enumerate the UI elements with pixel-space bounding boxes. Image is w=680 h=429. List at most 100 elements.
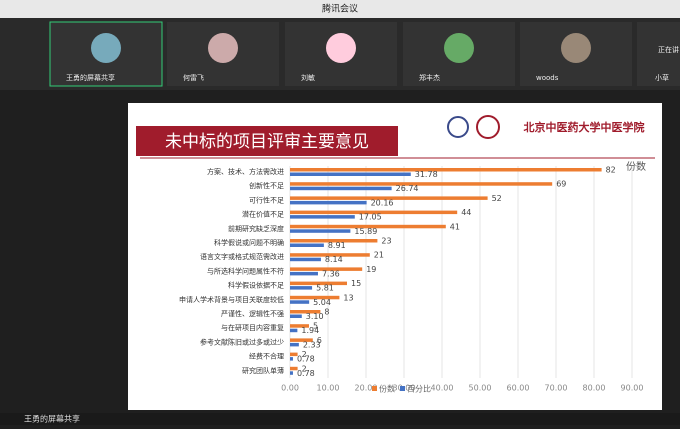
status-bar	[0, 413, 680, 425]
value-label: 26.74	[396, 184, 419, 193]
value-label: 8.91	[328, 241, 346, 250]
participant-name: 何雷飞	[183, 73, 204, 82]
x-tick-label: 20.00	[355, 384, 378, 393]
bar	[290, 224, 446, 229]
category-label: 科学假设依据不足	[228, 281, 284, 290]
value-label: 17.05	[359, 213, 382, 222]
bar	[290, 366, 298, 371]
value-label: 15	[351, 279, 361, 288]
bar	[290, 210, 458, 215]
value-label: 52	[492, 194, 502, 203]
value-label: 19	[366, 265, 376, 274]
avatar	[561, 33, 591, 63]
x-tick-label: 60.00	[507, 384, 530, 393]
value-label: 82	[606, 166, 616, 175]
bar	[290, 253, 370, 257]
category-label: 严谨性、逻辑性不强	[221, 309, 284, 318]
title-bar	[0, 0, 680, 18]
share-label: 王勇的屏幕共享	[24, 414, 80, 424]
bar	[290, 300, 310, 304]
value-label: 8	[324, 308, 329, 317]
value-label: 0.78	[297, 355, 315, 364]
value-label: 21	[374, 251, 384, 260]
bar	[290, 200, 367, 205]
participant-name: 郑丰杰	[419, 73, 440, 82]
bar	[290, 229, 351, 233]
value-label: 5	[313, 322, 318, 331]
category-label: 参考文献陈旧或过多或过少	[200, 337, 284, 346]
bar	[290, 338, 313, 342]
slide-title-box	[136, 126, 398, 156]
bar	[290, 215, 355, 219]
bar	[290, 286, 313, 290]
category-label: 申请人学术背景与项目关联度较低	[179, 295, 284, 304]
value-label: 5.04	[313, 298, 331, 307]
participant-name: 小草	[655, 73, 669, 82]
value-label: 0.78	[297, 369, 315, 378]
participant-name: woods	[536, 74, 559, 82]
bar	[290, 182, 553, 186]
bar	[290, 196, 488, 200]
bar	[290, 371, 293, 375]
value-label: 31.78	[415, 170, 438, 179]
bar	[290, 239, 378, 243]
value-label: 13	[343, 293, 353, 302]
logo	[447, 116, 469, 138]
value-label: 23	[381, 237, 391, 246]
value-label: 8.14	[325, 255, 343, 264]
value-label: 69	[556, 180, 566, 189]
value-label: 7.36	[322, 269, 340, 278]
avatar	[208, 33, 238, 63]
value-label: 15.89	[354, 227, 377, 236]
bar	[290, 310, 321, 314]
x-tick-label: 10.00	[317, 384, 340, 393]
participant-tile	[637, 22, 680, 86]
category-label: 与在研项目内容重复	[221, 323, 284, 332]
chart-annotation: 份数	[626, 160, 646, 173]
window-title: 腾讯会议	[322, 3, 358, 15]
value-label: 2.33	[303, 340, 321, 349]
slide-title: 未中标的项目评审主要意见	[165, 132, 369, 152]
participant-name: 刘敏	[301, 73, 315, 82]
x-tick-label: 80.00	[583, 384, 606, 393]
category-label: 与所选科学问题属性不符	[207, 266, 284, 275]
value-label: 20.16	[371, 198, 394, 207]
x-tick-label: 40.00	[431, 384, 454, 393]
category-label: 经费不合理	[249, 352, 284, 361]
x-tick-label: 50.00	[469, 384, 492, 393]
bar	[290, 186, 392, 191]
category-label: 方案、技术、方法需改进	[207, 167, 284, 176]
speaking-label: 正在讲	[658, 45, 679, 54]
bar	[290, 243, 324, 247]
value-label: 5.81	[316, 284, 334, 293]
bar	[290, 271, 318, 276]
bar	[290, 324, 309, 328]
value-label: 41	[450, 222, 460, 231]
bar	[290, 172, 411, 176]
legend-swatch	[400, 386, 405, 391]
category-label: 潜在价值不足	[242, 210, 284, 219]
value-label: 6	[317, 336, 322, 345]
bar	[290, 352, 298, 357]
bar	[290, 168, 602, 172]
x-tick-label: 90.00	[621, 384, 644, 393]
bar	[290, 328, 298, 333]
participant-name: 王勇的屏幕共享	[66, 73, 115, 82]
x-tick-label: 70.00	[545, 384, 568, 393]
category-label: 研究团队单薄	[242, 366, 284, 375]
legend-label: 百分比	[407, 384, 431, 394]
legend-label: 份数	[379, 384, 395, 394]
category-label: 科学假说或问题不明确	[214, 238, 284, 247]
value-label: 2	[302, 364, 307, 373]
x-tick-label: 0.00	[281, 384, 299, 393]
category-label: 前期研究缺乏深度	[228, 224, 284, 233]
bar	[290, 281, 347, 286]
category-label: 语言文字或格式规范需改进	[200, 252, 284, 261]
bar	[290, 342, 299, 347]
bar	[290, 267, 363, 271]
logo	[476, 115, 500, 139]
category-label: 可行性不足	[249, 195, 284, 204]
avatar	[91, 33, 121, 63]
